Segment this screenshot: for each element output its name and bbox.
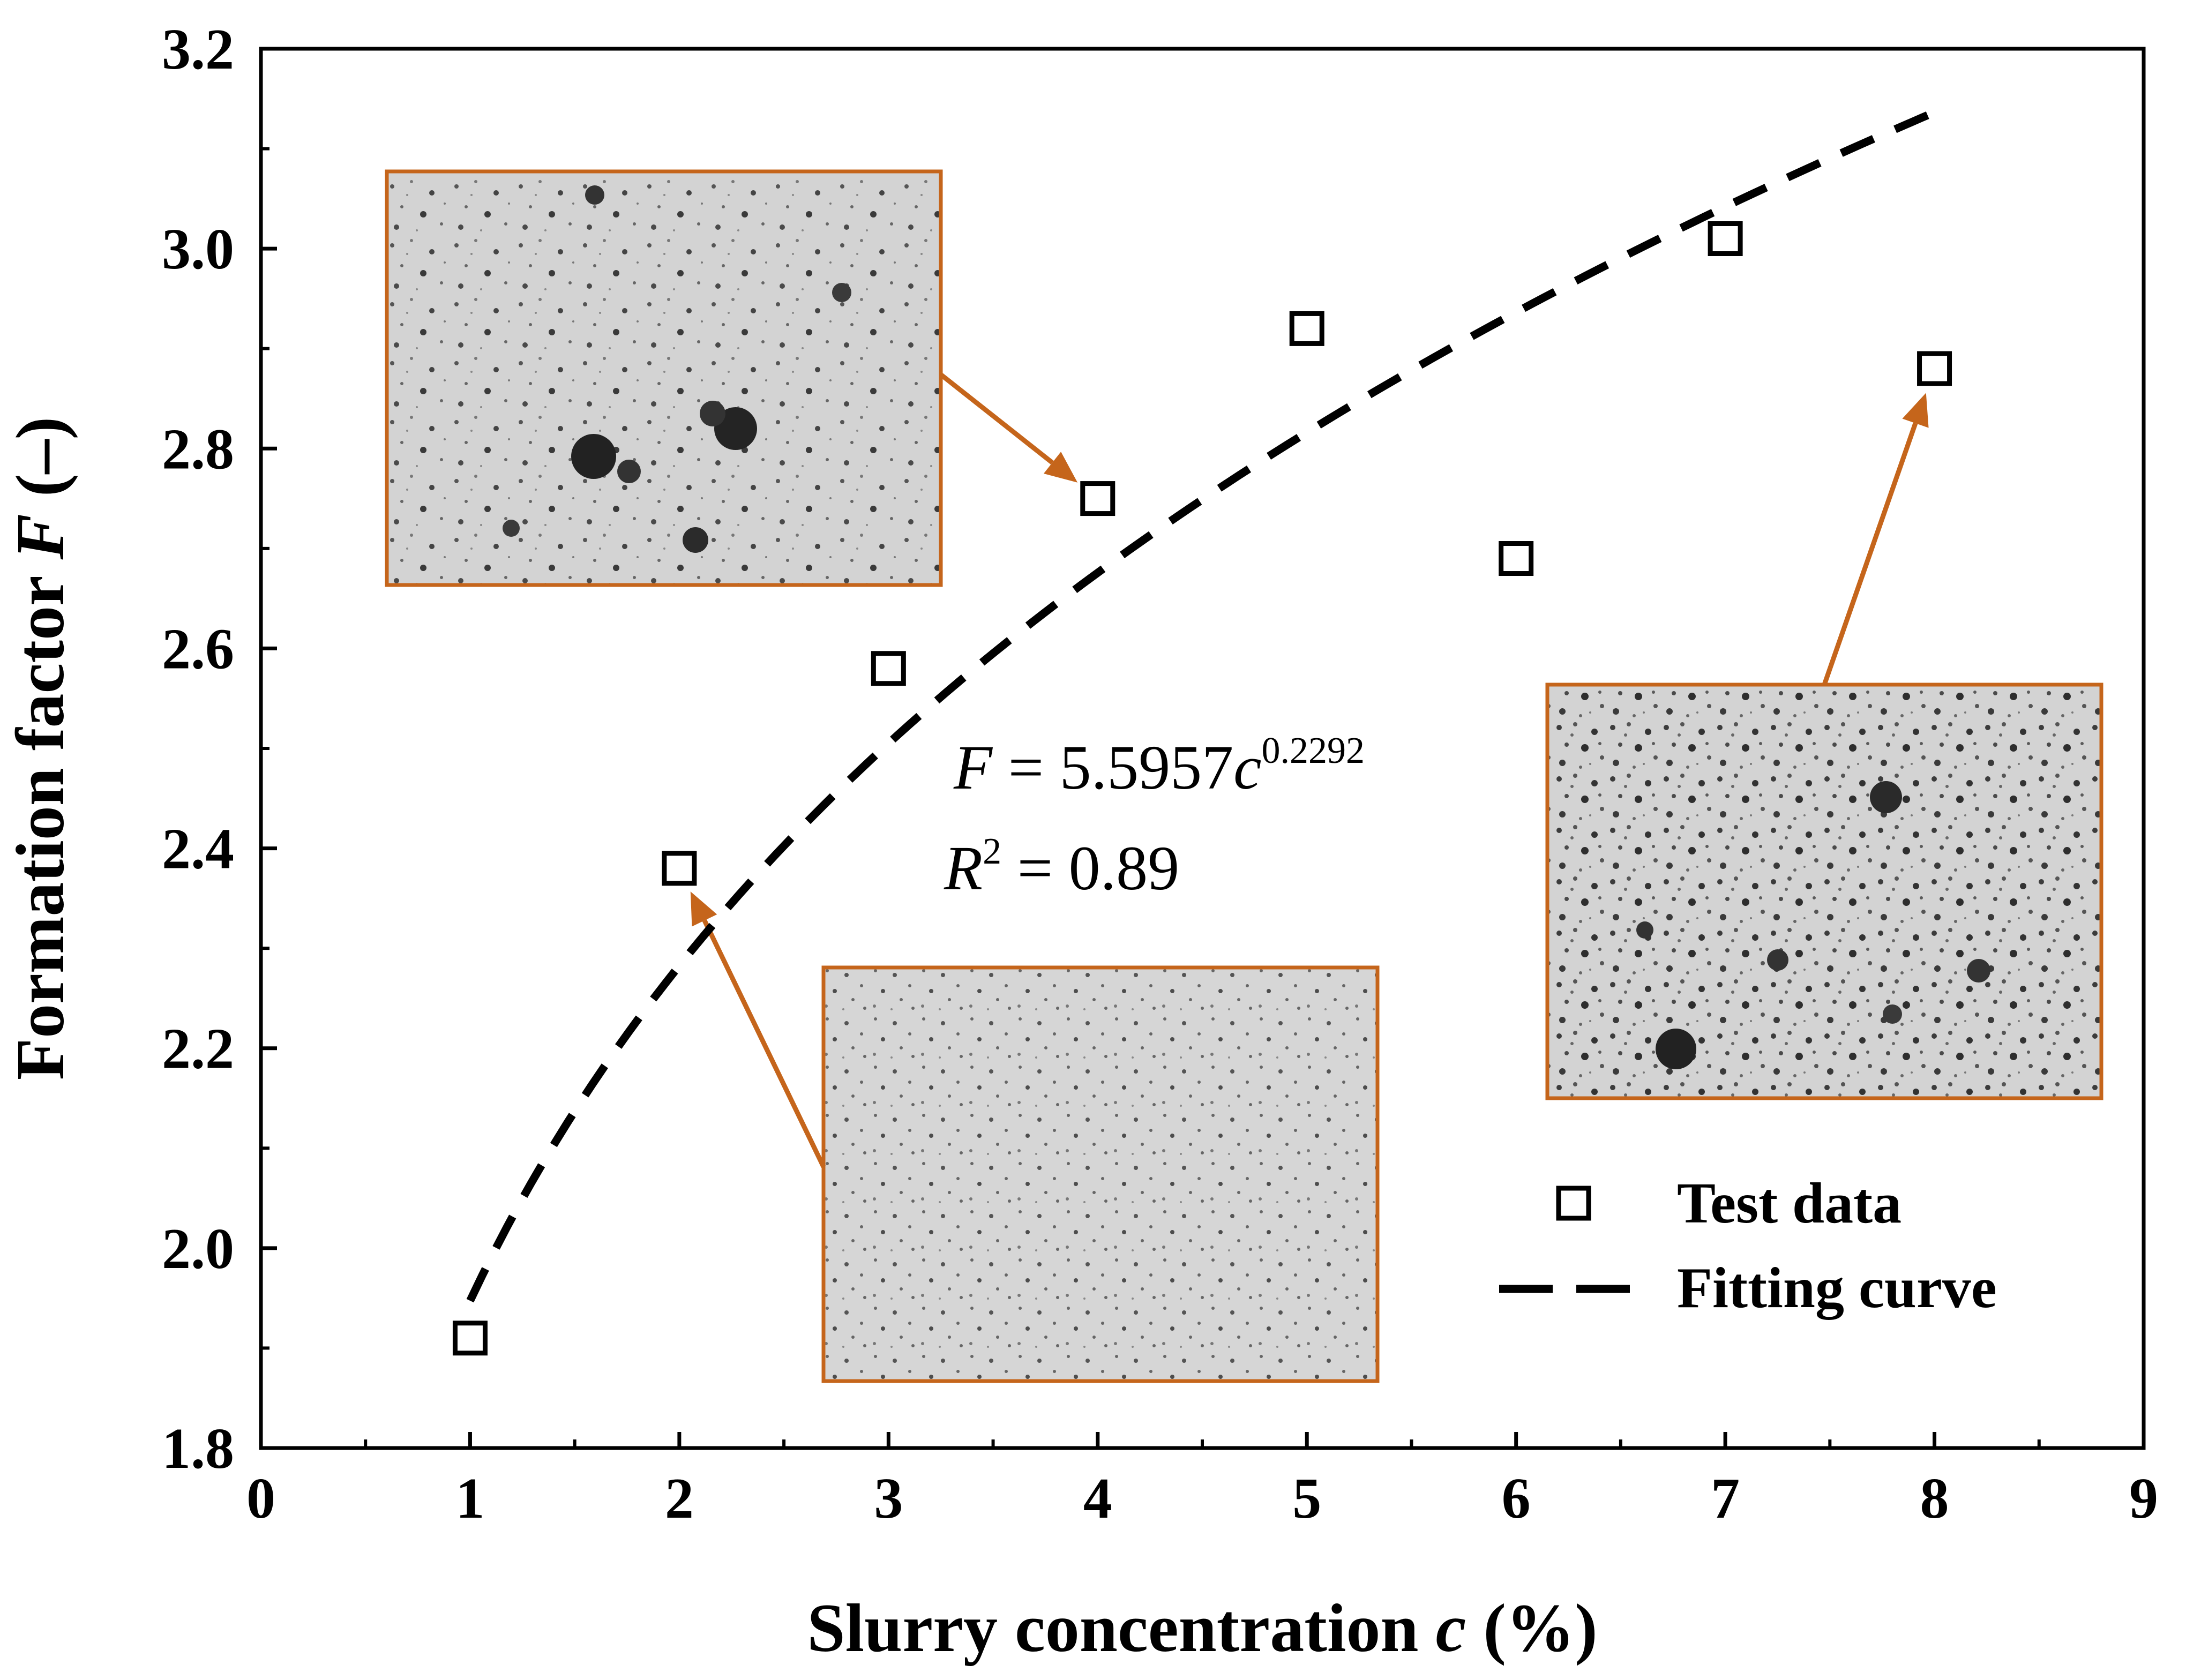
legend-marker-square	[1556, 1186, 1591, 1221]
x-tick-label: 5	[1292, 1467, 1321, 1531]
legend-label-fitting-curve: Fitting curve	[1677, 1256, 1997, 1320]
y-tick-labels: 1.8 2.0 2.2 2.4 2.6 2.8 3.0 3.2	[162, 18, 234, 1481]
x-tick-label: 7	[1711, 1467, 1740, 1531]
test-data-point	[1708, 221, 1743, 256]
y-tick-label: 2.4	[162, 818, 234, 881]
y-tick-label: 2.0	[162, 1217, 234, 1281]
test-data-point	[871, 651, 906, 686]
x-tick-labels: 0 1 2 3 4 5 6 7 8 9	[246, 1467, 2158, 1531]
test-data-point	[1499, 541, 1534, 576]
y-tick-label: 3.2	[162, 18, 234, 81]
legend: Test data Fitting curve	[1499, 1172, 1997, 1320]
test-data-point	[1917, 351, 1952, 386]
inset-arrow-line	[702, 919, 826, 1168]
y-tick-label: 2.6	[162, 617, 234, 681]
x-tick-label: 6	[1502, 1467, 1531, 1531]
fitting-curve-line	[466, 108, 1936, 1303]
test-data-point	[662, 851, 697, 886]
test-data-points	[452, 221, 1952, 1356]
x-tick-label: 3	[874, 1467, 903, 1531]
inset-arrow-line	[940, 373, 1054, 465]
inset-arrow-head	[1043, 452, 1078, 483]
inset-arrows	[690, 373, 1929, 1168]
y-tick-label: 3.0	[162, 218, 234, 281]
x-tick-label: 9	[2129, 1467, 2158, 1531]
micrograph-inset-mid-density	[385, 169, 943, 587]
x-tick-label: 0	[246, 1467, 275, 1531]
legend-label-test-data: Test data	[1677, 1172, 1901, 1235]
x-tick-label: 8	[1920, 1467, 1949, 1531]
test-data-point	[1289, 311, 1324, 346]
y-axis-title: Formation factor F (–)	[2, 417, 78, 1080]
axis-ticks	[259, 47, 2146, 1450]
svg-text:R2 = 0.89: R2 = 0.89	[944, 831, 1179, 903]
y-tick-label: 2.8	[162, 417, 234, 481]
y-tick-label: 1.8	[162, 1417, 234, 1481]
x-tick-label: 4	[1083, 1467, 1112, 1531]
inset-arrow-line	[1822, 422, 1918, 686]
micrograph-inset-high-density	[1545, 682, 2103, 1100]
inset-arrow-head	[1902, 393, 1929, 428]
test-data-point	[452, 1321, 488, 1356]
x-tick-label: 2	[665, 1467, 694, 1531]
svg-text:F = 5.5957c0.2292: F = 5.5957c0.2292	[953, 730, 1365, 802]
x-tick-label: 1	[455, 1467, 484, 1531]
fit-equation: F = 5.5957c0.2292 R2 = 0.89	[944, 730, 1365, 903]
micrograph-inset-low-density	[821, 965, 1380, 1383]
test-data-point	[1080, 481, 1116, 516]
x-axis-title: Slurry concentration c (%)	[807, 1590, 1597, 1666]
inset-arrow-head	[690, 891, 717, 927]
y-tick-label: 2.2	[162, 1017, 234, 1081]
micrograph-insets	[385, 169, 2103, 1383]
